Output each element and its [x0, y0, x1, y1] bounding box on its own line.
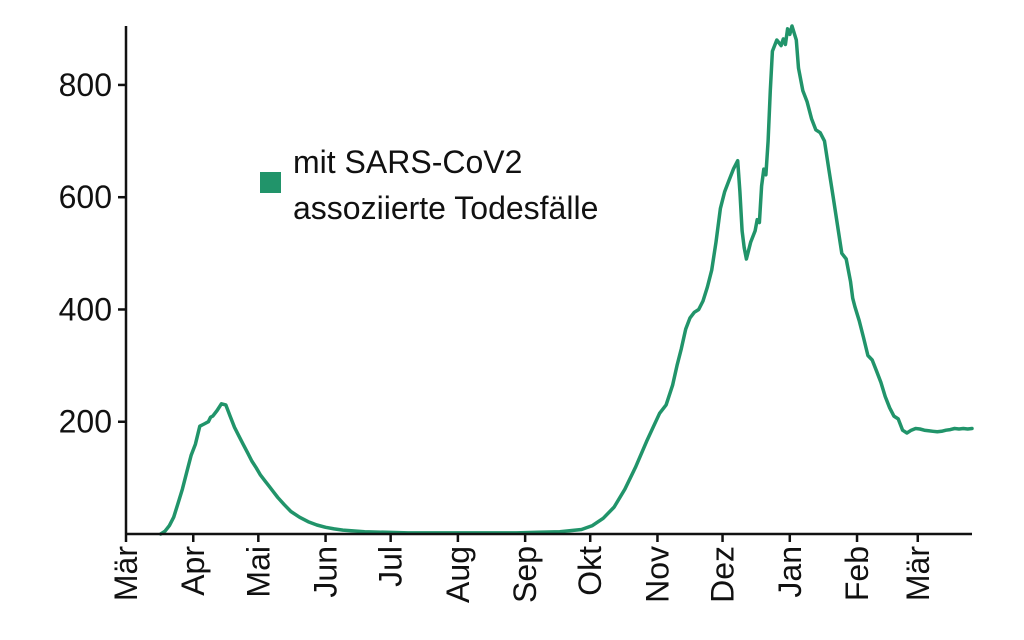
axes	[124, 26, 972, 536]
x-tick-label: Apr	[175, 546, 211, 596]
x-tick-label: Feb	[839, 546, 875, 601]
x-tick-label: Aug	[440, 546, 476, 603]
legend-label-line-1: mit SARS-CoV2	[293, 144, 522, 180]
series-line	[158, 24, 974, 536]
y-ticks: 200 400 600 800	[59, 67, 126, 440]
x-tick-label: Sep	[507, 546, 543, 603]
plot-area	[158, 24, 974, 536]
x-tick-label: Okt	[572, 546, 608, 596]
y-tick-label: 800	[59, 67, 112, 103]
x-tick-label: Mär	[900, 546, 936, 601]
x-tick-label: Jan	[772, 546, 808, 598]
x-tick-label: Jul	[373, 546, 409, 587]
x-tick-label: Mär	[108, 546, 144, 601]
y-tick-label: 600	[59, 179, 112, 215]
y-tick-label: 200	[59, 404, 112, 440]
y-tick-label: 400	[59, 291, 112, 327]
x-tick-label: Nov	[639, 546, 675, 603]
x-tick-label: Jun	[308, 546, 344, 598]
x-tick-label: Mai	[240, 546, 276, 598]
legend-label-line-2: assoziierte Todesfälle	[293, 190, 598, 226]
x-ticks: Mär Apr Mai Jun Jul Aug Sep Okt Nov Dez Jan Feb Mär	[108, 534, 936, 603]
legend-swatch	[260, 172, 281, 193]
x-tick-label: Dez	[705, 546, 741, 603]
legend: mit SARS-CoV2 assoziierte Todesfälle	[260, 144, 598, 226]
